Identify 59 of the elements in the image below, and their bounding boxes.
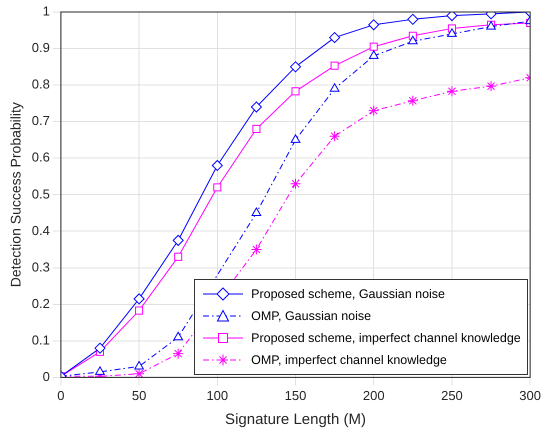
x-tick-label: 150 — [284, 388, 306, 403]
point — [368, 19, 380, 30]
y-tick-label: 1 — [42, 4, 50, 19]
y-tick-label: 0.3 — [32, 259, 50, 274]
legend-label: Proposed scheme, imperfect channel knowledge — [251, 331, 521, 346]
point — [486, 80, 497, 92]
point — [330, 62, 339, 70]
x-tick-label: 0 — [57, 388, 64, 403]
point — [252, 124, 260, 133]
y-axis-title: Detection Success Probability — [7, 102, 24, 288]
point — [173, 332, 184, 340]
point — [290, 61, 302, 72]
point — [330, 83, 340, 92]
point — [290, 178, 302, 190]
y-tick-label: 0.6 — [32, 150, 50, 165]
x-axis-title: Signature Length (M) — [225, 411, 366, 428]
y-tick-label: 0.4 — [32, 222, 50, 238]
point — [368, 50, 379, 59]
x-tick-label: 100 — [206, 388, 228, 403]
y-tick-label: 0.7 — [32, 113, 50, 128]
point — [368, 105, 380, 116]
point — [290, 134, 300, 143]
point — [134, 293, 145, 304]
point — [252, 207, 262, 216]
y-tick-label: 0.2 — [32, 296, 50, 311]
point — [408, 36, 418, 44]
point — [95, 366, 105, 375]
point — [134, 360, 144, 370]
point — [213, 183, 222, 192]
point — [134, 368, 145, 378]
point — [212, 160, 223, 171]
point — [250, 102, 262, 113]
y-tick-label: 0.5 — [32, 186, 50, 202]
point — [407, 14, 418, 25]
point — [446, 86, 458, 97]
y-tick-label: 0.1 — [32, 332, 50, 348]
y-tick-label: 0.8 — [32, 76, 50, 92]
point — [94, 342, 106, 354]
legend-label: Proposed scheme, Gaussian noise — [251, 287, 446, 302]
x-tick-label: 300 — [519, 388, 542, 403]
legend-label: OMP, imperfect channel knowledge — [251, 353, 447, 368]
point — [407, 95, 418, 106]
x-tick-label: 50 — [132, 388, 146, 403]
point — [329, 32, 340, 44]
point — [446, 12, 458, 22]
point — [174, 252, 182, 261]
x-tick-label: 250 — [441, 388, 463, 403]
point — [329, 130, 340, 142]
point — [172, 234, 184, 246]
point — [447, 28, 457, 37]
point — [370, 42, 378, 51]
y-tick-label: 0.9 — [32, 40, 50, 56]
point — [250, 244, 262, 256]
point — [291, 87, 300, 96]
point — [135, 306, 144, 315]
x-tick-label: 200 — [362, 388, 385, 403]
y-tick-label: 0 — [42, 368, 50, 384]
point — [172, 348, 184, 360]
legend-label: OMP, Gaussian noise — [251, 309, 372, 324]
